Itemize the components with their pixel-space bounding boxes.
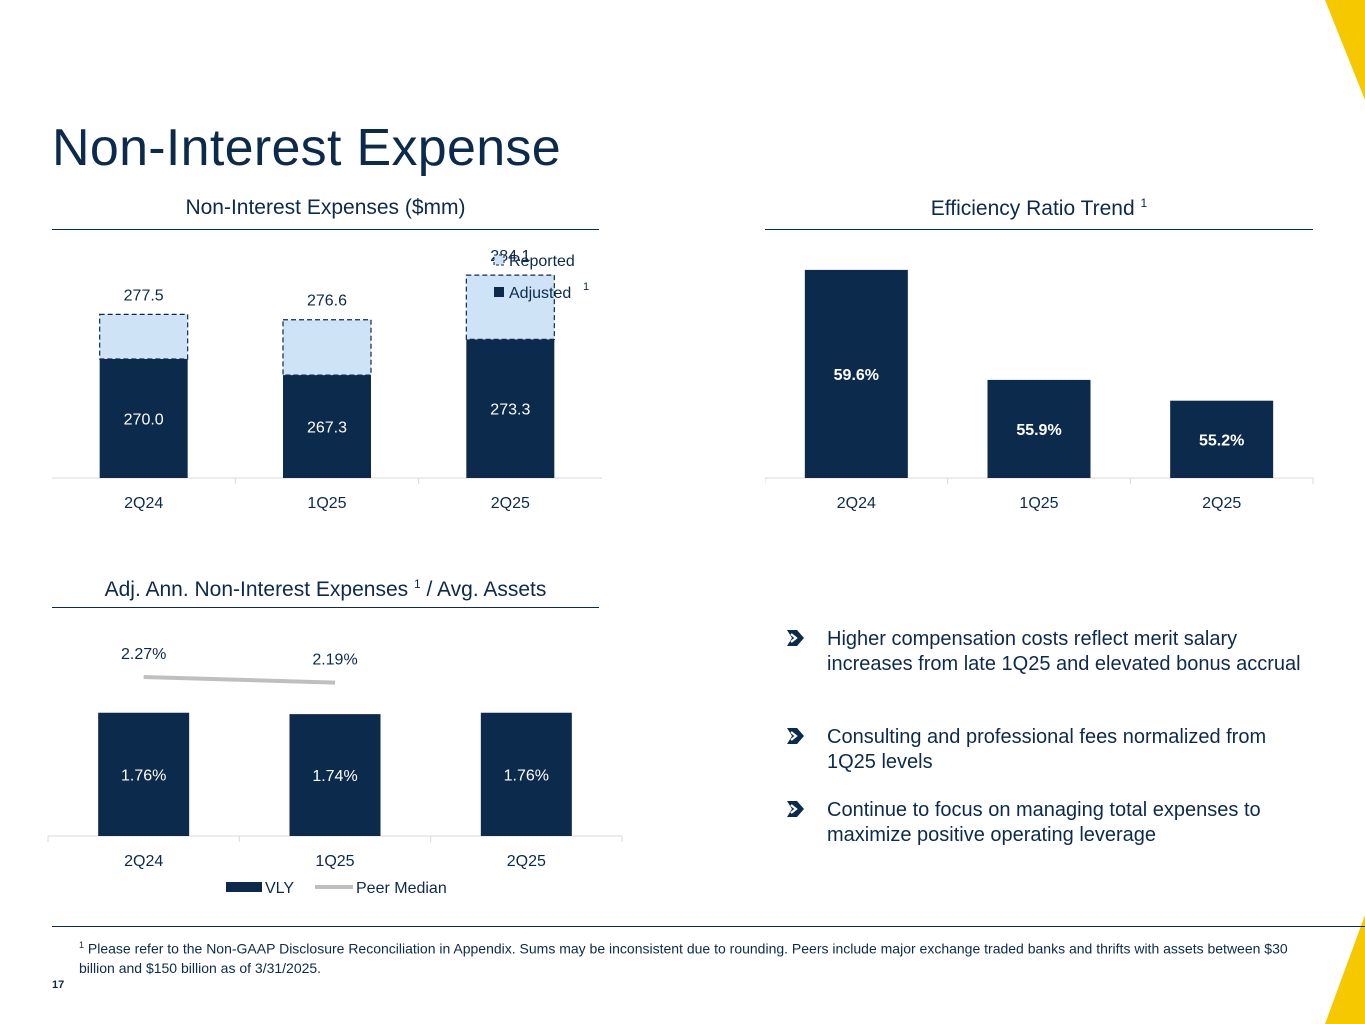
page-number: 17 (52, 979, 65, 991)
nie-reported-bar (282, 319, 372, 376)
eff-x-tick-label: 1Q25 (1019, 495, 1058, 512)
page-title: Non-Interest Expense (52, 119, 561, 177)
nie-adjusted-bar (99, 359, 188, 478)
eff-x-tick-label: 2Q24 (837, 495, 876, 512)
nie-adjusted-label: 270.0 (124, 412, 164, 429)
nie-reported-label: 277.5 (124, 287, 164, 304)
eff-chart: 59.6% 2Q24 55.9% 1Q25 55.2% 2Q25 (765, 269, 1314, 512)
nie-adjusted-label: 267.3 (307, 420, 347, 437)
legend-reported-label: Reported (509, 253, 575, 270)
ratio-chart: 1.76% 2Q24 2.27% 1.74% 1Q25 2.19% 1.76% 2Q25 VLY… (47, 646, 623, 897)
ratio-vly-bar (98, 712, 190, 836)
footnote-text: Please refer to the Non-GAAP Disclosure … (79, 940, 1288, 976)
legend-adjusted-label: Adjusted (509, 285, 571, 302)
nie-adjusted-bar (466, 339, 555, 478)
nie-adjusted-label: 273.3 (490, 402, 530, 419)
eff-bar (804, 269, 908, 478)
nie-chart: 270.0277.52Q24267.3276.61Q25273.3284.12Q… (52, 248, 602, 512)
legend-vly-label: VLY (265, 880, 294, 897)
eff-value-label: 59.6% (834, 367, 879, 384)
ratio-x-tick-label: 2Q24 (124, 853, 163, 870)
eff-x-tick-label: 2Q25 (1202, 495, 1241, 512)
legend-adjusted-swatch (494, 287, 504, 297)
ratio-title-suffix: / Avg. Assets (426, 578, 547, 601)
eff-title-rule (765, 229, 1313, 230)
chevron-bullet-icon (787, 801, 804, 817)
ratio-title-rule (52, 607, 599, 608)
eff-chart-title-text: Efficiency Ratio Trend (930, 197, 1135, 220)
bullet-text: Continue to focus on managing total expe… (827, 799, 1261, 846)
nie-adjusted-bar (283, 375, 371, 478)
accent-corner-top (1325, 0, 1365, 100)
eff-bar (987, 379, 1091, 478)
peer-median-label: 2.27% (121, 646, 166, 663)
ratio-x-tick-label: 1Q25 (315, 853, 354, 870)
ratio-vly-bar (480, 712, 572, 836)
peer-median-label: 2.19% (312, 652, 357, 669)
eff-value-label: 55.9% (1016, 422, 1061, 439)
legend-vly-swatch (226, 882, 262, 892)
bullet-text: Higher compensation costs reflect merit … (827, 628, 1301, 675)
ratio-vly-label: 1.74% (312, 768, 357, 785)
chevron-bullet-icon (787, 728, 804, 744)
nie-reported-bar (99, 313, 189, 360)
nie-x-tick-label: 2Q25 (491, 495, 530, 512)
footnote-mark: 1 (79, 940, 85, 950)
nie-reported-bar (465, 274, 555, 340)
legend-reported-swatch (493, 254, 505, 266)
ratio-x-tick-label: 2Q25 (507, 853, 546, 870)
legend-adjusted-superscript: 1 (583, 281, 589, 293)
nie-reported-label: 276.6 (307, 293, 347, 310)
legend-peer-label: Peer Median (356, 880, 447, 897)
eff-bar (1170, 400, 1274, 478)
ratio-title-prefix: Adj. Ann. Non-Interest Expenses (104, 578, 409, 601)
eff-title-superscript: 1 (1140, 196, 1148, 210)
ratio-chart-title: Adj. Ann. Non-Interest Expenses 1 / Avg.… (52, 577, 599, 602)
peer-median-line (143, 675, 336, 685)
bullet-text: Consulting and professional fees normali… (827, 726, 1267, 773)
nie-x-tick-label: 2Q24 (124, 495, 163, 512)
nie-x-tick-label: 1Q25 (307, 495, 346, 512)
eff-chart-title: Efficiency Ratio Trend 1 (765, 196, 1313, 221)
ratio-title-superscript: 1 (413, 577, 421, 591)
nie-chart-title: Non-Interest Expenses ($mm) (185, 196, 466, 219)
ratio-vly-bar (289, 714, 381, 836)
ratio-vly-label: 1.76% (121, 767, 166, 784)
accent-corner-bottom (1325, 915, 1365, 1024)
nie-title-rule (52, 229, 599, 230)
chevron-bullet-icon (787, 630, 804, 646)
eff-value-label: 55.2% (1199, 432, 1244, 449)
ratio-vly-label: 1.76% (504, 767, 549, 784)
footer-rule (52, 926, 1365, 927)
footnote: 1 Please refer to the Non-GAAP Disclosur… (79, 936, 1319, 978)
